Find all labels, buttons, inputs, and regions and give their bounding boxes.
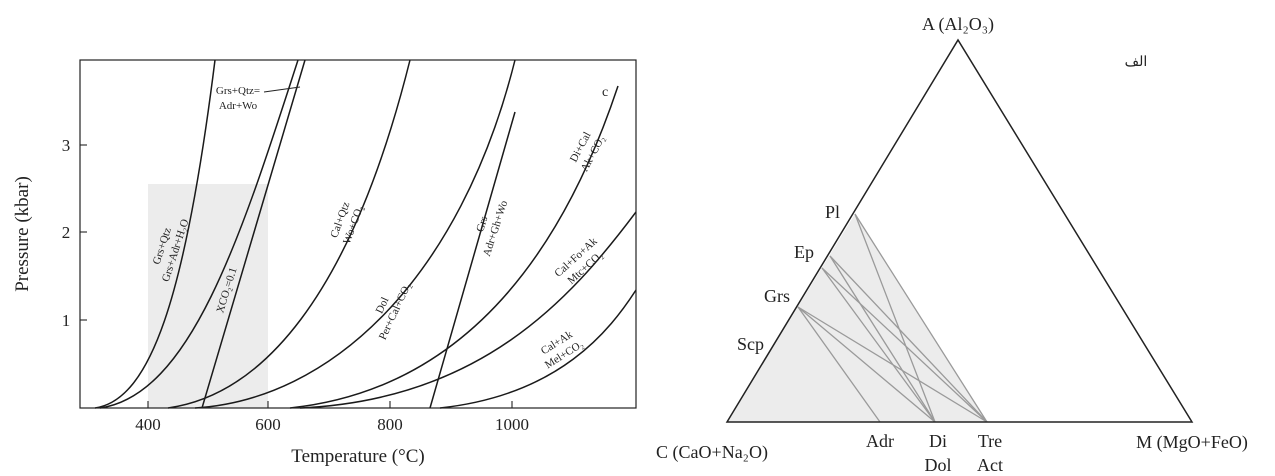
phase-label-pl: Pl [825, 202, 840, 222]
y-tick-label-1: 1 [62, 311, 71, 330]
reaction-label-top: Grs [474, 215, 490, 234]
reaction-curve-grs [429, 111, 516, 409]
tie-line-ep-di [829, 255, 936, 423]
x-tick-label-600: 600 [255, 415, 281, 434]
ternary-triangle [725, 38, 1194, 423]
reaction-curve-xco2 [201, 59, 306, 409]
tie-line-ep-tre [829, 255, 988, 423]
reaction-curve-cal-fo-ak [299, 211, 637, 409]
pt-plot-frame [79, 59, 637, 409]
y-tick-label-2: 2 [62, 223, 71, 242]
reaction-label-di-cal: Di+Cal Ak+CO₂ [568, 130, 608, 174]
vertex-label-a: A (Al₂O₃) [922, 14, 994, 35]
pt-corner-mark: c [602, 85, 608, 100]
pt-diagram: 400 600 800 1000 1 2 3 Temperature (°C) … [12, 59, 637, 467]
x-axis-label: Temperature (°C) [291, 446, 424, 467]
reaction-label-grs-qtz-wo: Grs+Qtz= Adr+Wo [216, 85, 260, 112]
tie-line-scp-di [797, 306, 936, 423]
reaction-label-cal-ak: Cal+Ak Mel+CO₂ [539, 328, 586, 371]
pt-shaded-region [148, 184, 268, 408]
y-tick-label-3: 3 [62, 136, 71, 155]
ternary-diagram: A (Al₂O₃) C (CaO+Na₂O) M (MgO+FeO) Pl Ep… [656, 14, 1248, 475]
reaction-label-arrow [263, 86, 301, 93]
reaction-label-cal-qtz: Cal+Qtz Wo+CO₂ [328, 200, 366, 245]
tie-line-pl-tre [854, 213, 988, 423]
tie-line-scp-adr [797, 306, 881, 423]
reaction-curve-di-cal [289, 85, 619, 409]
reaction-curve-grs-qtz-wo [99, 59, 299, 409]
reaction-curve-cal-ak [439, 289, 637, 409]
tie-line-grs-di [821, 267, 936, 423]
x-tick-label-1000: 1000 [495, 415, 529, 434]
tie-line-pl-di [854, 213, 936, 423]
reaction-curve-dol [194, 59, 516, 409]
phase-label-adr: Adr [866, 431, 894, 451]
ternary-corner-mark: الف [1125, 55, 1148, 70]
reaction-curve-cal-qtz [167, 59, 411, 409]
phase-label-dol: Dol [925, 455, 952, 475]
tie-line-grs-tre [821, 267, 988, 423]
reaction-label-cal-fo-ak: Cal+Fo+Ak Mtc+CO₂ [552, 235, 605, 287]
phase-label-scp: Scp [737, 334, 764, 354]
reaction-curve-grs-qtz-h2o [94, 59, 216, 409]
ternary-shaded-region [727, 214, 987, 422]
reaction-label-top: Grs+Qtz= [216, 85, 260, 97]
x-tick-label-800: 800 [377, 415, 403, 434]
y-axis-label: Pressure (kbar) [12, 176, 33, 292]
phase-label-tre: Tre [978, 431, 1002, 451]
phase-label-act: Act [977, 455, 1003, 475]
vertex-label-c: C (CaO+Na₂O) [656, 442, 768, 463]
reaction-label-bottom: Adr+Wo [219, 100, 258, 112]
phase-label-ep: Ep [794, 242, 814, 262]
phase-label-di: Di [929, 431, 947, 451]
phase-label-grs: Grs [764, 286, 790, 306]
x-tick-label-400: 400 [135, 415, 161, 434]
vertex-label-m: M (MgO+FeO) [1136, 432, 1248, 453]
